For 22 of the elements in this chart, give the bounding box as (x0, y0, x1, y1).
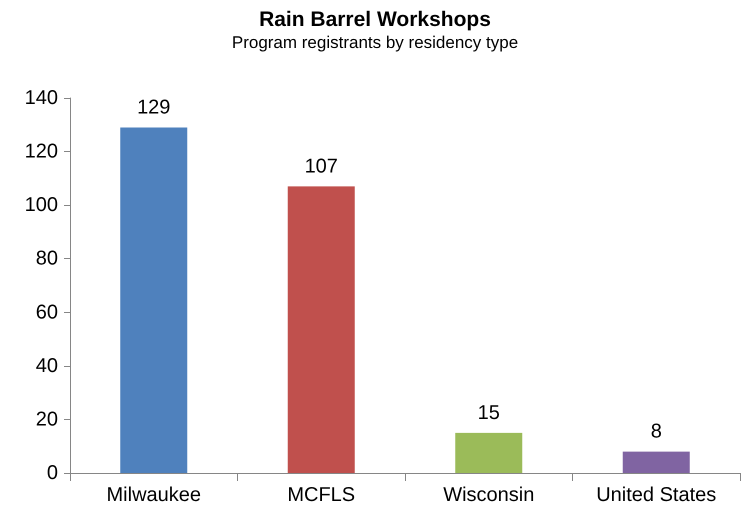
chart-title: Rain Barrel Workshops (259, 8, 491, 31)
y-tick-label: 0 (46, 462, 58, 484)
y-tick-label: 60 (36, 301, 58, 324)
x-tick-label: United States (596, 484, 716, 506)
bar (120, 127, 188, 473)
x-tick-label: MCFLS (287, 484, 356, 506)
chart-subtitle: Program registrants by residency type (232, 33, 518, 52)
y-tick-label: 80 (36, 248, 58, 270)
x-tick-label: Wisconsin (443, 484, 534, 506)
bar (622, 452, 690, 473)
y-tick-label: 100 (24, 194, 58, 216)
data-label: 8 (650, 420, 662, 443)
data-label: 15 (478, 402, 500, 424)
data-label: 107 (304, 155, 338, 178)
bar (288, 186, 355, 473)
x-tick-label: Milwaukee (106, 484, 201, 506)
bar (455, 432, 522, 473)
y-tick-label: 20 (36, 408, 58, 430)
data-label: 129 (137, 96, 170, 118)
y-tick-label: 120 (24, 140, 58, 163)
y-tick-label: 140 (24, 87, 58, 109)
y-tick-label: 40 (36, 354, 58, 377)
